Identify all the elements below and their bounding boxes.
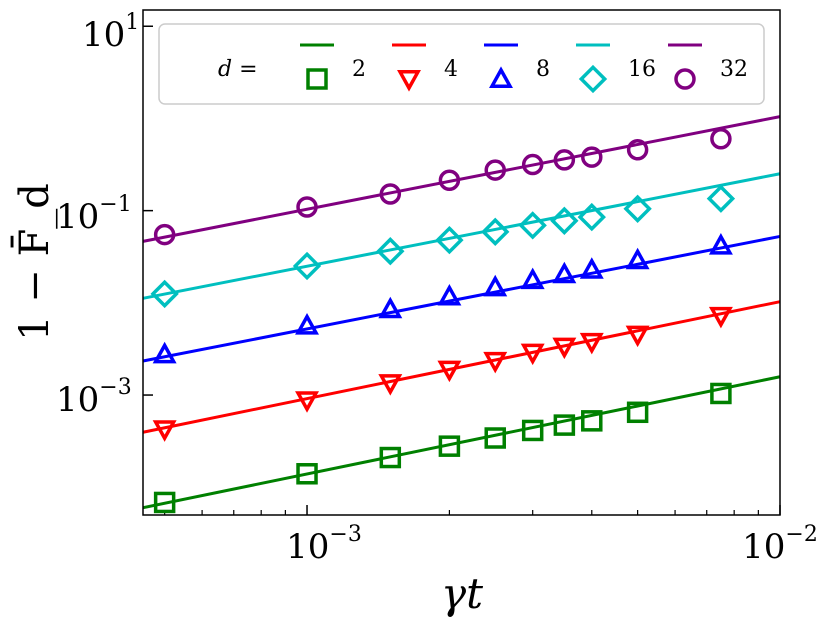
data-point-d-4 — [437, 360, 462, 383]
data-point-d-16 — [706, 184, 736, 213]
fit-line-d-8 — [142, 234, 781, 363]
x-tick-label: 10−3 — [286, 522, 362, 567]
data-point-d-8 — [378, 296, 403, 319]
data-point-d-4 — [579, 332, 604, 355]
data-point-d-32 — [521, 153, 544, 176]
data-point-d-4 — [708, 306, 733, 329]
data-point-d-8 — [483, 274, 508, 297]
data-point-d-16 — [481, 217, 510, 247]
data-point-d-8 — [579, 257, 604, 279]
data-point-d-32 — [710, 127, 732, 150]
legend-label-d-2: 2 — [352, 57, 366, 82]
data-point-d-16 — [150, 279, 179, 309]
data-point-d-32 — [153, 223, 176, 246]
data-point-d-16 — [577, 202, 606, 232]
data-point-d-8 — [437, 283, 462, 306]
data-point-d-16 — [550, 206, 579, 235]
data-point-d-8 — [625, 247, 650, 270]
y-tick-label: 101 — [82, 10, 139, 55]
y-axis-label: 1 − F̄_d — [11, 183, 58, 341]
data-point-d-32 — [553, 149, 576, 171]
data-point-d-4 — [552, 337, 577, 360]
legend-marker-d-16 — [578, 64, 608, 94]
x-tick-labels: 10−3 10−2 — [286, 522, 818, 567]
legend-marker-d-8 — [489, 66, 513, 88]
legend-label-d-32: 32 — [720, 57, 748, 82]
fit-line-d-32 — [142, 115, 781, 243]
data-point-d-32 — [379, 183, 402, 205]
fit-line-d-2 — [142, 375, 781, 510]
legend-label-d-4: 4 — [444, 57, 458, 82]
data-point-d-2 — [379, 446, 402, 469]
data-markers — [150, 127, 736, 514]
x-axis-label: γt — [441, 569, 483, 618]
y-tick-label: 10−3 — [56, 375, 132, 420]
legend-prefix: d = — [218, 57, 258, 82]
major-ticks — [143, 25, 781, 515]
data-point-d-16 — [518, 211, 547, 240]
data-point-d-32 — [484, 159, 506, 181]
data-point-d-16 — [376, 237, 405, 266]
data-point-d-2 — [581, 410, 603, 432]
legend-items: 2 4 8 16 32 — [300, 43, 748, 94]
data-point-d-16 — [623, 194, 652, 223]
data-point-d-4 — [152, 420, 177, 442]
minor-ticks — [164, 510, 759, 515]
data-point-d-8 — [708, 233, 733, 255]
data-point-d-16 — [435, 225, 464, 255]
data-point-d-2 — [438, 435, 461, 457]
data-point-d-32 — [296, 196, 318, 218]
data-point-d-2 — [296, 463, 318, 485]
data-point-d-32 — [626, 139, 649, 161]
data-point-d-4 — [625, 325, 650, 348]
fit-line-d-16 — [142, 172, 781, 300]
data-point-d-2 — [710, 382, 732, 405]
data-point-d-8 — [295, 313, 319, 335]
data-point-d-2 — [484, 427, 506, 449]
y-tick-label: 10−1 — [56, 192, 132, 237]
data-point-d-4 — [378, 374, 403, 396]
legend-marker-d-4 — [397, 70, 421, 92]
data-point-d-8 — [552, 261, 577, 284]
y-tick-labels: 10−3 10−1 101 — [56, 10, 139, 420]
data-point-d-8 — [152, 341, 177, 364]
fit-line-d-4 — [142, 300, 781, 434]
data-point-d-2 — [626, 401, 649, 424]
data-point-d-2 — [553, 414, 576, 436]
data-point-d-4 — [520, 343, 545, 366]
data-point-d-4 — [483, 351, 508, 374]
legend: d = 2 4 8 16 32 — [158, 23, 765, 105]
legend-marker-d-32 — [674, 68, 696, 90]
legend-marker-d-2 — [306, 68, 328, 90]
plot-frame — [142, 9, 781, 516]
data-point-d-4 — [295, 391, 319, 413]
legend-label-d-16: 16 — [628, 57, 656, 82]
data-point-d-8 — [520, 267, 545, 290]
data-point-d-2 — [521, 419, 544, 442]
x-tick-label: 10−2 — [742, 522, 818, 567]
data-point-d-32 — [438, 169, 461, 191]
data-point-d-2 — [153, 491, 176, 514]
fit-lines — [142, 115, 781, 510]
legend-label-d-8: 8 — [536, 57, 550, 82]
data-point-d-16 — [292, 251, 322, 281]
data-point-d-32 — [581, 146, 603, 168]
